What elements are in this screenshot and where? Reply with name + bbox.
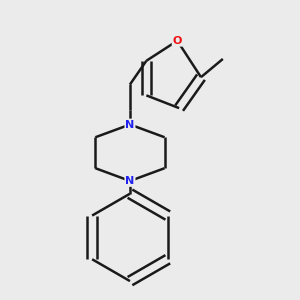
Text: N: N [125, 176, 135, 186]
Text: N: N [125, 119, 135, 130]
Text: O: O [172, 36, 182, 46]
